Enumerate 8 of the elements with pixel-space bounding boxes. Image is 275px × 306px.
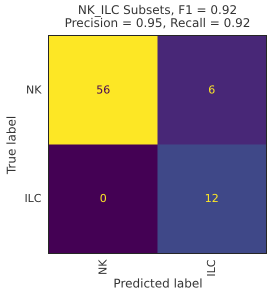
data-label: 56: [96, 83, 110, 96]
data-label: 12: [204, 192, 219, 205]
x-axis-title: Predicted label: [113, 276, 203, 291]
chart-title: NK_ILC Subsets, F1 = 0.92: [78, 3, 238, 17]
y-axis-title: True label: [4, 116, 18, 176]
chart-subtitle: Precision = 0.95, Recall = 0.92: [64, 16, 250, 30]
data-label: 0: [100, 192, 107, 205]
data-label: 6: [208, 83, 216, 96]
